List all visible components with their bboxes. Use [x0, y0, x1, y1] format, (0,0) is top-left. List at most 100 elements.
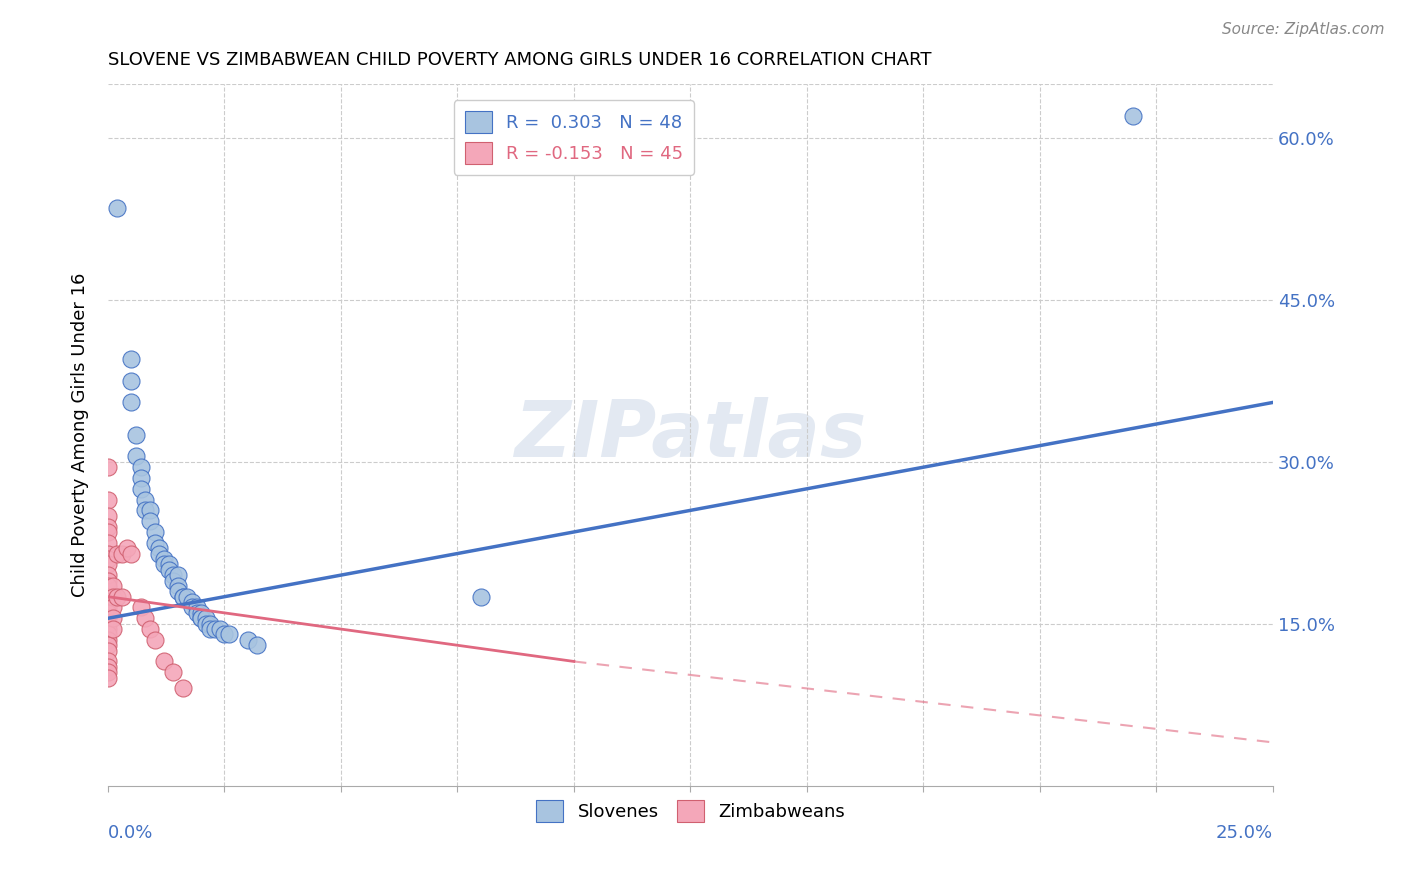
- Point: [129, 482, 152, 496]
- Point: [143, 524, 166, 539]
- Point: [97, 665, 120, 680]
- Point: [139, 622, 162, 636]
- Legend: Slovenes, Zimbabweans: Slovenes, Zimbabweans: [529, 793, 852, 830]
- Point: [236, 632, 259, 647]
- Point: [101, 611, 124, 625]
- Point: [139, 514, 162, 528]
- Point: [120, 395, 142, 409]
- Point: [153, 558, 176, 572]
- Point: [97, 611, 120, 625]
- Point: [97, 558, 120, 572]
- Point: [97, 638, 120, 652]
- Point: [101, 622, 124, 636]
- Point: [167, 579, 190, 593]
- Point: [111, 547, 134, 561]
- Point: [120, 547, 142, 561]
- Point: [97, 655, 120, 669]
- Point: [167, 568, 190, 582]
- Point: [105, 590, 128, 604]
- Point: [101, 590, 124, 604]
- Point: [208, 622, 231, 636]
- Point: [97, 600, 120, 615]
- Point: [148, 547, 170, 561]
- Point: [125, 450, 148, 464]
- Point: [157, 558, 180, 572]
- Point: [1122, 110, 1144, 124]
- Point: [194, 616, 217, 631]
- Point: [167, 584, 190, 599]
- Point: [97, 595, 120, 609]
- Point: [97, 519, 120, 533]
- Point: [105, 201, 128, 215]
- Text: SLOVENE VS ZIMBABWEAN CHILD POVERTY AMONG GIRLS UNDER 16 CORRELATION CHART: SLOVENE VS ZIMBABWEAN CHILD POVERTY AMON…: [108, 51, 932, 69]
- Point: [176, 590, 198, 604]
- Point: [129, 471, 152, 485]
- Point: [186, 606, 208, 620]
- Point: [101, 579, 124, 593]
- Point: [97, 552, 120, 566]
- Point: [162, 574, 184, 588]
- Point: [120, 352, 142, 367]
- Point: [190, 611, 212, 625]
- Point: [134, 503, 156, 517]
- Point: [111, 590, 134, 604]
- Point: [97, 606, 120, 620]
- Point: [200, 622, 222, 636]
- Point: [97, 524, 120, 539]
- Point: [143, 535, 166, 549]
- Point: [97, 579, 120, 593]
- Point: [246, 638, 269, 652]
- Point: [129, 600, 152, 615]
- Point: [97, 616, 120, 631]
- Text: Source: ZipAtlas.com: Source: ZipAtlas.com: [1222, 22, 1385, 37]
- Point: [200, 616, 222, 631]
- Point: [157, 563, 180, 577]
- Point: [97, 492, 120, 507]
- Point: [180, 595, 202, 609]
- Point: [470, 590, 492, 604]
- Point: [204, 622, 226, 636]
- Point: [153, 655, 176, 669]
- Point: [97, 508, 120, 523]
- Point: [186, 600, 208, 615]
- Text: 25.0%: 25.0%: [1216, 824, 1272, 842]
- Point: [125, 427, 148, 442]
- Point: [97, 460, 120, 475]
- Point: [97, 643, 120, 657]
- Point: [105, 547, 128, 561]
- Point: [139, 503, 162, 517]
- Point: [97, 535, 120, 549]
- Point: [143, 632, 166, 647]
- Point: [172, 590, 194, 604]
- Point: [194, 611, 217, 625]
- Point: [97, 671, 120, 685]
- Point: [214, 627, 236, 641]
- Point: [180, 600, 202, 615]
- Point: [172, 590, 194, 604]
- Point: [148, 541, 170, 556]
- Point: [172, 681, 194, 696]
- Point: [97, 660, 120, 674]
- Text: 0.0%: 0.0%: [108, 824, 153, 842]
- Point: [134, 492, 156, 507]
- Point: [162, 665, 184, 680]
- Point: [101, 600, 124, 615]
- Point: [97, 574, 120, 588]
- Point: [115, 541, 138, 556]
- Point: [120, 374, 142, 388]
- Point: [190, 611, 212, 625]
- Point: [97, 632, 120, 647]
- Point: [97, 547, 120, 561]
- Point: [129, 460, 152, 475]
- Point: [97, 627, 120, 641]
- Y-axis label: Child Poverty Among Girls Under 16: Child Poverty Among Girls Under 16: [72, 273, 89, 597]
- Point: [134, 611, 156, 625]
- Point: [190, 606, 212, 620]
- Text: ZIPatlas: ZIPatlas: [515, 397, 866, 473]
- Point: [97, 590, 120, 604]
- Point: [153, 552, 176, 566]
- Point: [97, 622, 120, 636]
- Point: [218, 627, 240, 641]
- Point: [97, 568, 120, 582]
- Point: [162, 568, 184, 582]
